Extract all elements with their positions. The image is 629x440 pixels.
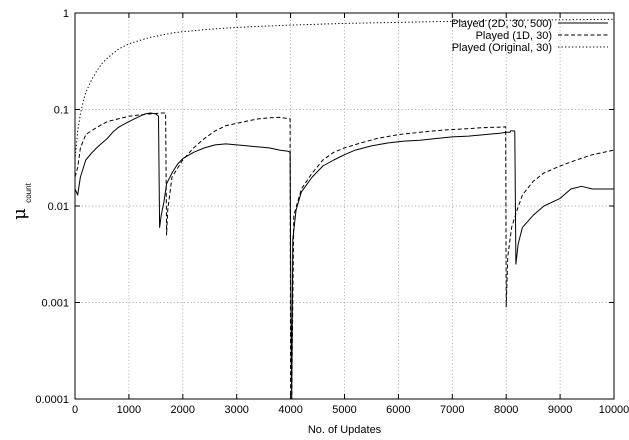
y-tick-label: 0.001 xyxy=(41,298,69,310)
x-tick-label: 9000 xyxy=(548,404,572,416)
series-layer xyxy=(74,18,615,400)
legend-label: Played (1D, 30) xyxy=(476,30,552,42)
y-tick-label: 0.1 xyxy=(54,105,69,117)
y-tick-label: 1 xyxy=(63,8,69,20)
x-tick-label: 5000 xyxy=(332,404,356,416)
y-tick-label: 0.0001 xyxy=(35,394,69,406)
y-axis-title-main: μ xyxy=(9,208,30,220)
x-tick-label: 2000 xyxy=(171,404,195,416)
y-axis-title: μ count xyxy=(9,182,33,219)
x-tick-label: 4000 xyxy=(278,404,302,416)
series-line-2 xyxy=(74,112,615,400)
tick-labels: 0 1000 2000 3000 4000 5000 6000 7000 8000 9000 100… xyxy=(35,8,629,416)
x-tick-label: 6000 xyxy=(386,404,410,416)
x-tick-label: 8000 xyxy=(494,404,518,416)
grid xyxy=(75,13,614,399)
y-tick-label: 0.01 xyxy=(48,201,69,213)
x-tick-label: 0 xyxy=(72,404,78,416)
ticks xyxy=(74,12,615,400)
y-axis-title-subscript: count xyxy=(24,182,33,202)
x-tick-label: 3000 xyxy=(224,404,248,416)
legend-label: Played (Original, 30) xyxy=(452,42,552,54)
x-tick-label: 1000 xyxy=(117,404,141,416)
x-tick-label: 7000 xyxy=(440,404,464,416)
legend: Played (2D, 30, 500)Played (1D, 30)Playe… xyxy=(451,18,608,54)
x-tick-label: 10000 xyxy=(599,404,629,416)
series-line-1 xyxy=(74,112,614,400)
legend-label: Played (2D, 30, 500) xyxy=(451,18,552,30)
x-axis-title: No. of Updates xyxy=(308,424,382,436)
